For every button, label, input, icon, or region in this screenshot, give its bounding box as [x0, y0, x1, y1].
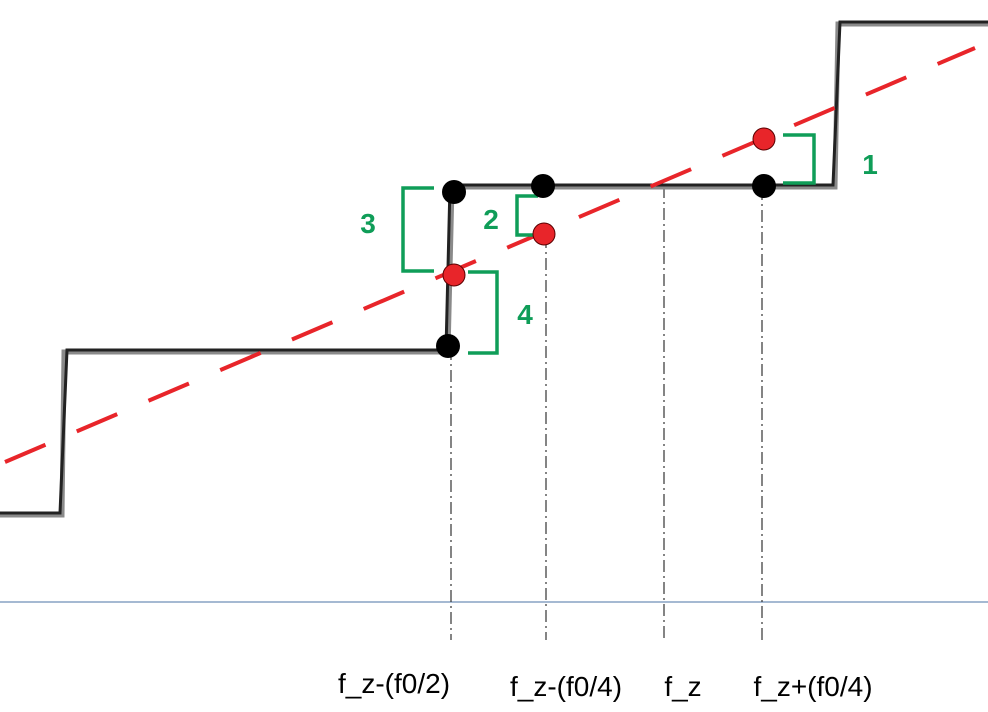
bracket-1: 1: [783, 133, 878, 185]
dashed-linear-line: [4, 46, 976, 464]
bracket-3: 3: [360, 186, 434, 273]
bracket-2: 2: [483, 194, 538, 237]
black-point-f-minus-quarter: [531, 174, 555, 198]
red-point-f-minus-half: [442, 263, 466, 287]
bracket-4: 4: [468, 270, 533, 355]
label-f-plus-quarter: f_z+(f0/4): [753, 671, 872, 702]
black-point-f-minus-half-upper: [442, 180, 466, 204]
red-point-f-minus-quarter: [532, 222, 556, 246]
black-point-f-plus-quarter: [752, 174, 776, 198]
staircase-quantizer: [0, 20, 988, 515]
black-point-f-minus-half-lower: [436, 334, 460, 358]
guide-lines: [450, 186, 763, 640]
bracket-label-3: 3: [360, 208, 376, 239]
bracket-label-4: 4: [517, 299, 533, 330]
linear-points: [442, 127, 776, 287]
staircase-shadow: [0, 21, 988, 518]
label-f-center: f_z: [664, 671, 701, 702]
bracket-label-1: 1: [862, 149, 878, 180]
red-point-f-plus-quarter: [752, 127, 776, 151]
quantized-points: [436, 174, 776, 358]
label-f-minus-quarter: f_z-(f0/4): [510, 671, 622, 702]
bracket-label-2: 2: [483, 204, 499, 235]
label-f-minus-half: f_z-(f0/2): [338, 668, 450, 699]
